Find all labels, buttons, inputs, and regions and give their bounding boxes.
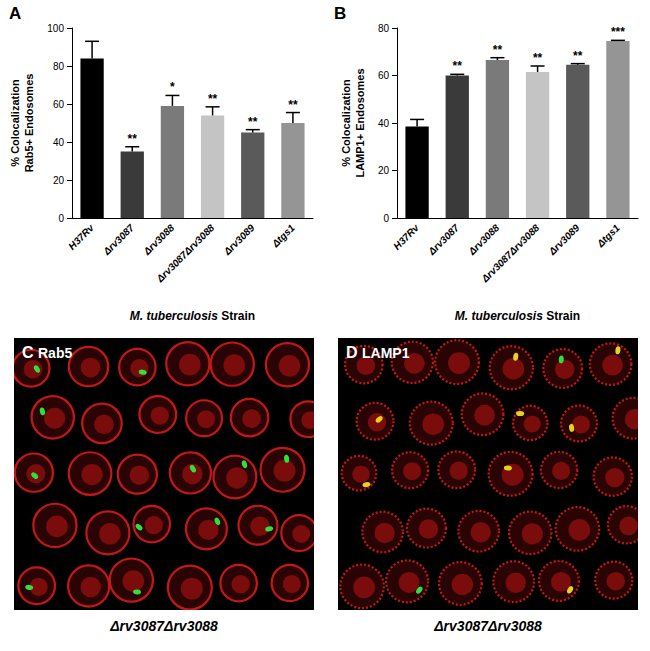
svg-text:H37Rv: H37Rv — [391, 222, 421, 252]
svg-text:**: ** — [533, 51, 543, 65]
svg-text:20: 20 — [378, 165, 390, 176]
svg-text:**: ** — [128, 132, 138, 146]
svg-text:M. tuberculosis: M. tuberculosis — [130, 309, 218, 323]
svg-text:Δrv3087: Δrv3087 — [426, 222, 462, 258]
html-text:Δrv3087Δrv3088: Δrv3087Δrv3088 — [434, 618, 542, 634]
svg-text:Δrv3087Δrv3088: Δrv3087Δrv3088 — [479, 222, 542, 285]
svg-text:**: ** — [573, 49, 583, 63]
svg-text:Δrv3087: Δrv3087 — [101, 222, 137, 258]
svg-text:Δrv3089: Δrv3089 — [221, 222, 257, 258]
svg-text:*: * — [170, 80, 175, 94]
svg-text:Δrv3088: Δrv3088 — [466, 222, 502, 258]
svg-text:Δrv3088: Δrv3088 — [141, 222, 177, 258]
svg-text:**: ** — [493, 43, 503, 57]
html-text:Δrv3087Δrv3088: Δrv3087Δrv3088 — [110, 618, 218, 634]
svg-text:0: 0 — [383, 213, 389, 224]
svg-text:M. tuberculosis: M. tuberculosis — [455, 309, 543, 323]
svg-text:Δrv3089: Δrv3089 — [546, 222, 582, 258]
svg-text:Δrv3087Δrv3088: Δrv3087Δrv3088 — [154, 222, 217, 285]
svg-text:B: B — [334, 4, 346, 23]
svg-text:C Rab5: C Rab5 — [22, 344, 72, 361]
svg-text:Δtgs1: Δtgs1 — [269, 222, 297, 250]
svg-text:H37Rv: H37Rv — [66, 222, 96, 252]
svg-text:80: 80 — [53, 61, 65, 72]
svg-text:LAMP1+ Endosomes: LAMP1+ Endosomes — [354, 68, 366, 177]
svg-text:Δtgs1: Δtgs1 — [594, 222, 622, 250]
svg-text:Rab5+ Endosomes: Rab5+ Endosomes — [23, 74, 35, 173]
svg-text:0: 0 — [58, 213, 64, 224]
svg-text:**: ** — [288, 98, 298, 112]
svg-text:***: *** — [611, 25, 625, 39]
svg-text:60: 60 — [378, 70, 390, 81]
svg-text:D LAMP1: D LAMP1 — [346, 344, 410, 361]
svg-text:40: 40 — [53, 137, 65, 148]
svg-text:20: 20 — [53, 175, 65, 186]
svg-text:Strain: Strain — [221, 309, 255, 323]
svg-text:**: ** — [248, 115, 258, 129]
svg-text:40: 40 — [378, 118, 390, 129]
svg-text:100: 100 — [47, 23, 64, 34]
svg-text:80: 80 — [378, 23, 390, 34]
svg-text:**: ** — [453, 59, 463, 73]
svg-text:A: A — [9, 4, 21, 23]
svg-text:% Colocalization: % Colocalization — [340, 79, 352, 167]
svg-text:**: ** — [208, 92, 218, 106]
svg-text:60: 60 — [53, 99, 65, 110]
svg-text:Strain: Strain — [546, 309, 580, 323]
svg-text:% Colocalization: % Colocalization — [9, 79, 21, 167]
